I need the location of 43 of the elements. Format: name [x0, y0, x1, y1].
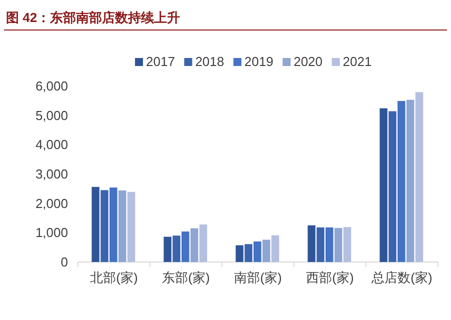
- legend-label: 2020: [294, 54, 323, 69]
- x-tick-label: 南部(家): [234, 270, 282, 285]
- bar: [271, 235, 280, 262]
- bar: [164, 236, 172, 262]
- bar: [199, 224, 208, 262]
- bar: [326, 227, 334, 262]
- y-tick-label: 6,000: [35, 78, 68, 94]
- x-tick-label: 西部(家): [306, 270, 354, 285]
- legend-label: 2019: [244, 54, 274, 69]
- y-tick-label: 4,000: [35, 137, 68, 152]
- x-tick-label: 东部(家): [162, 270, 210, 285]
- bar: [334, 228, 342, 262]
- y-tick-label: 3,000: [35, 166, 68, 182]
- legend-label: 2017: [146, 54, 175, 69]
- bar: [190, 228, 198, 262]
- y-tick-label: 0: [60, 254, 68, 270]
- bar: [172, 236, 180, 262]
- x-tick-label: 总店数(家): [370, 270, 432, 285]
- y-tick-label: 5,000: [35, 108, 68, 123]
- y-tick-label: 2,000: [35, 196, 68, 211]
- y-tick-label: 1,000: [35, 225, 68, 240]
- legend-label: 2021: [342, 54, 372, 69]
- bar: [254, 241, 262, 262]
- bar: [118, 190, 126, 262]
- x-tick-label: 北部(家): [90, 270, 138, 285]
- bar: [316, 227, 324, 262]
- bar: [398, 100, 406, 262]
- bar: [244, 244, 252, 262]
- bar: [182, 231, 190, 262]
- bar: [100, 190, 108, 262]
- bar: [415, 92, 424, 262]
- bar: [262, 240, 270, 262]
- bar: [343, 227, 352, 262]
- bar: [388, 111, 396, 262]
- bar: [92, 186, 100, 262]
- bar: [406, 100, 414, 262]
- bar: [127, 192, 136, 262]
- bar: [236, 245, 244, 262]
- bar: [308, 225, 316, 262]
- legend-label: 2018: [195, 54, 224, 69]
- bar: [110, 187, 118, 262]
- chart-title: 图 42：东部南部店数持续上升: [6, 10, 180, 25]
- bar: [380, 108, 388, 262]
